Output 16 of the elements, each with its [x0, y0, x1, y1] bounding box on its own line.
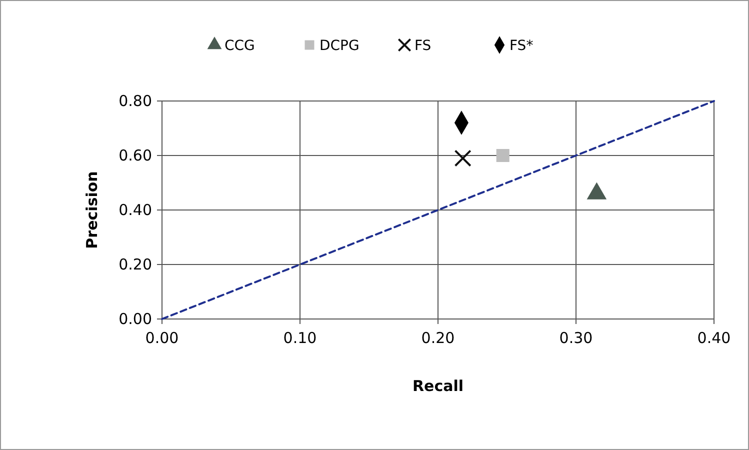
x-tick-label: 0.30: [559, 329, 593, 347]
legend-label: DCPG: [320, 38, 360, 54]
legend-label: FS: [414, 38, 432, 54]
y-tick-label: 0.20: [118, 256, 152, 274]
x-axis-title: Recall: [412, 377, 464, 395]
x-tick-label: 0.20: [421, 329, 455, 347]
legend-label: CCG: [224, 38, 255, 54]
y-tick-label: 0.80: [118, 92, 152, 110]
y-axis-title: Precision: [83, 171, 101, 249]
y-tick-label: 0.60: [118, 146, 152, 164]
x-tick-label: 0.40: [697, 329, 731, 347]
y-tick-label: 0.00: [118, 310, 152, 328]
y-tick-label: 0.40: [118, 201, 152, 219]
legend-label: FS*: [510, 38, 534, 54]
x-tick-label: 0.10: [283, 329, 317, 347]
x-tick-label: 0.00: [145, 329, 179, 347]
